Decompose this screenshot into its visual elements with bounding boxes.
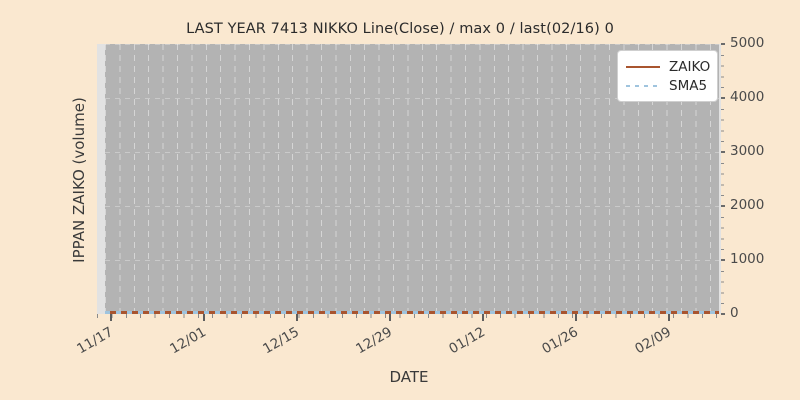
vertical-gridlines bbox=[105, 44, 719, 314]
legend-item-zaiko[interactable]: ZAIKO bbox=[626, 57, 711, 76]
x-tick-mark bbox=[296, 314, 298, 321]
y-tick-mark bbox=[721, 259, 725, 261]
y-tick-mark bbox=[721, 151, 725, 153]
legend-swatch-solid-line-icon bbox=[626, 61, 660, 73]
chart-legend[interactable]: ZAIKO SMA5 bbox=[617, 50, 718, 102]
gridline-horizontal bbox=[105, 260, 719, 261]
y-axis: 0 1000 2000 3000 4000 5000 bbox=[721, 35, 796, 321]
y-axis-label: IPPAN ZAIKO (volume) bbox=[70, 97, 88, 263]
x-tick-label: 11/17 bbox=[74, 324, 116, 358]
x-tick-mark bbox=[482, 314, 484, 321]
y-tick-label: 3000 bbox=[730, 143, 765, 159]
gridline-horizontal bbox=[105, 152, 719, 153]
y-tick-label: 2000 bbox=[730, 197, 765, 213]
x-tick-mark bbox=[110, 314, 112, 321]
y-tick-label: 5000 bbox=[730, 35, 765, 51]
chart-title: LAST YEAR 7413 NIKKO Line(Close) / max 0… bbox=[186, 21, 614, 37]
series-line-sma5 bbox=[105, 311, 719, 314]
y-tick-label: 0 bbox=[730, 305, 739, 321]
x-tick-label: 12/29 bbox=[353, 324, 395, 358]
y-tick-label: 4000 bbox=[730, 89, 765, 105]
y-tick-mark bbox=[721, 205, 725, 207]
x-tick-label: 02/09 bbox=[632, 324, 674, 358]
y-tick-label: 1000 bbox=[730, 251, 765, 267]
x-axis-label: DATE bbox=[389, 368, 429, 386]
x-tick-label: 12/01 bbox=[167, 324, 209, 358]
legend-item-sma5[interactable]: SMA5 bbox=[626, 76, 709, 95]
x-axis-minor-ticks bbox=[97, 314, 721, 318]
gridline-horizontal bbox=[105, 206, 719, 207]
x-tick-mark bbox=[668, 314, 670, 321]
x-axis: 11/17 12/01 12/15 12/29 01/12 01/26 02/09 bbox=[74, 314, 721, 357]
x-tick-label: 01/26 bbox=[539, 324, 581, 358]
gridline-horizontal bbox=[105, 98, 719, 99]
x-tick-mark bbox=[203, 314, 205, 321]
y-tick-mark bbox=[721, 43, 725, 45]
y-tick-mark bbox=[721, 313, 725, 315]
legend-label-zaiko: ZAIKO bbox=[669, 58, 711, 75]
x-tick-mark bbox=[575, 314, 577, 321]
plot-inner bbox=[105, 44, 719, 314]
legend-label-sma5: SMA5 bbox=[669, 77, 708, 94]
x-tick-label: 01/12 bbox=[446, 324, 488, 358]
gridline-horizontal bbox=[105, 44, 719, 45]
legend-swatch-dotted-line-icon bbox=[626, 80, 660, 92]
y-tick-mark bbox=[721, 97, 725, 99]
y-axis-minor-ticks bbox=[721, 44, 724, 314]
x-tick-label: 12/15 bbox=[260, 324, 302, 358]
x-tick-mark bbox=[389, 314, 391, 321]
